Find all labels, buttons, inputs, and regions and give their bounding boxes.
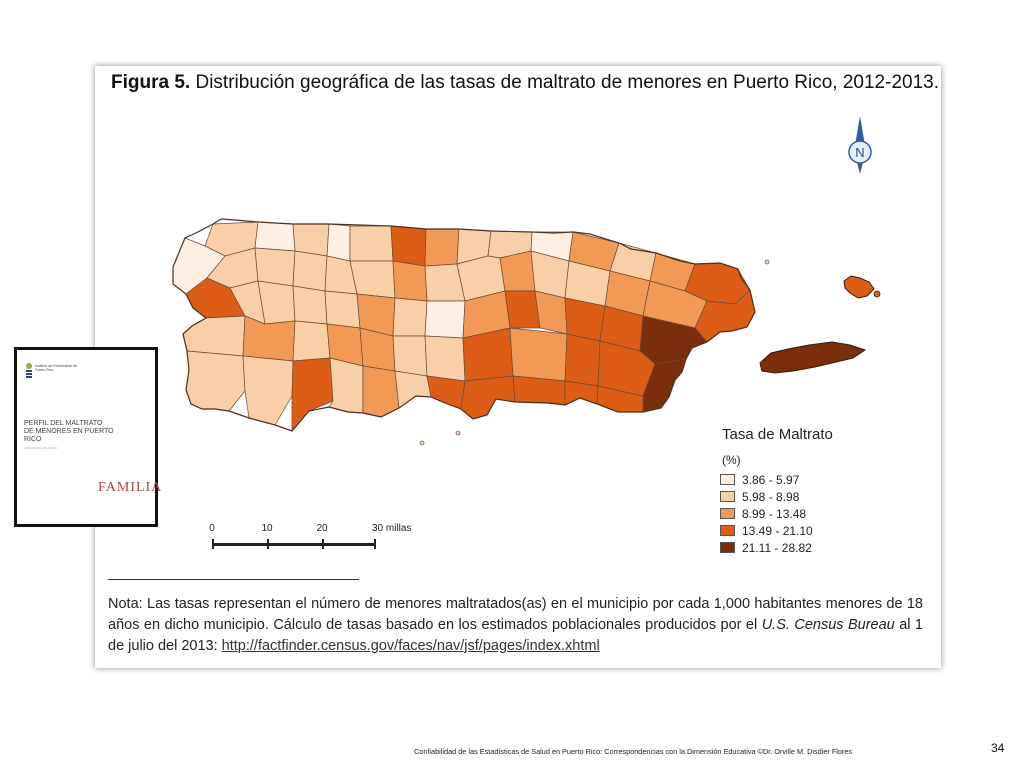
legend-item: 5.98 - 8.98 (720, 488, 920, 505)
figure-title-text: Distribución geográfica de las tasas de … (190, 72, 939, 93)
municipality-region (254, 221, 296, 252)
legend-swatch (720, 542, 735, 553)
scale-tick (267, 539, 269, 549)
legend-swatch (720, 491, 735, 502)
municipality-regions (172, 221, 756, 432)
municipality-region (254, 247, 296, 287)
figure-title: Figura 5. Distribución geográfica de las… (111, 72, 939, 94)
legend-unit: (%) (722, 453, 741, 467)
municipality-region (424, 228, 460, 267)
municipality-region (292, 320, 331, 362)
municipality-region (292, 250, 328, 292)
municipality-region (424, 335, 466, 382)
legend-label: 3.86 - 5.97 (742, 472, 800, 487)
municipality-region (564, 333, 601, 387)
scale-line (212, 543, 375, 546)
municipality-region (392, 297, 428, 337)
legend-item: 13.49 - 21.10 (720, 522, 920, 539)
legend-swatch (720, 508, 735, 519)
municipality-region (349, 225, 394, 262)
map-legend: Tasa de Maltrato (%) 3.86 - 5.97 5.98 - … (720, 426, 920, 556)
scale-label-0: 0 (209, 523, 215, 534)
municipality-region (392, 260, 428, 302)
municipality-region (292, 285, 328, 325)
figure-panel: Figura 5. Distribución geográfica de las… (95, 66, 941, 668)
puerto-rico-map: N (172, 116, 881, 446)
note-italic: U.S. Census Bureau (761, 617, 895, 633)
municipality-region (328, 357, 364, 414)
municipality-region (390, 225, 427, 267)
legend-label: 13.49 - 21.10 (742, 523, 813, 538)
scale-tick (212, 539, 214, 549)
islet (455, 430, 461, 436)
legend-title: Tasa de Maltrato (722, 426, 833, 443)
island-outline (172, 218, 756, 432)
legend-item: 3.86 - 5.97 (720, 471, 920, 488)
islet (764, 259, 770, 265)
legend-label: 5.98 - 8.98 (742, 489, 800, 504)
municipality-region (512, 375, 566, 406)
scale-bar: 0 10 20 30 millas (207, 523, 411, 553)
figure-label: Figura 5. (111, 72, 191, 93)
institute-logo-icon (26, 363, 32, 378)
municipality-region (499, 250, 536, 292)
municipality-region (349, 260, 396, 299)
municipality-region (504, 290, 541, 329)
municipality-region (291, 357, 334, 432)
scale-tick (374, 539, 376, 549)
legend-label: 21.11 - 28.82 (742, 540, 812, 555)
census-link[interactable]: http://factfinder.census.gov/faces/nav/j… (221, 638, 600, 654)
cover-brand-logo: FAMILIA (98, 480, 163, 495)
scale-label-30: 30 millas (372, 523, 412, 534)
legend-swatch (720, 474, 735, 485)
municipality-region (509, 327, 568, 382)
note-text: Nota: Las tasas representan el número de… (108, 596, 923, 633)
footer-text: Confiabilidad de las Estadísticas de Sal… (414, 747, 853, 756)
municipality-region (534, 290, 568, 335)
legend-swatch (720, 525, 735, 536)
municipality-region (185, 350, 246, 412)
report-cover-thumbnail: Instituto de Estadísticas de Puerto Rico… (14, 347, 161, 527)
scale-label-20: 20 (316, 523, 328, 534)
municipality-region (242, 355, 294, 426)
scale-tick (322, 539, 324, 549)
vieques-island (759, 341, 867, 374)
municipality-region (394, 370, 432, 409)
note-text-end: al 1 de julio del 2013: (108, 617, 923, 654)
cover-logo-text: Instituto de Estadísticas de Puerto Rico (35, 364, 77, 372)
page-number: 34 (991, 741, 1005, 755)
municipality-region (362, 365, 400, 418)
legend-item: 21.11 - 28.82 (720, 539, 920, 556)
municipality-region (426, 375, 466, 410)
municipality-region (392, 335, 428, 377)
legend-item: 8.99 - 13.48 (720, 505, 920, 522)
legend-label: 8.99 - 13.48 (742, 506, 807, 521)
cover-subtitle: AÑO FISCAL 2012-2013 (24, 446, 57, 450)
islet (419, 440, 425, 446)
culebra-island (843, 275, 875, 299)
north-label: N (855, 145, 864, 160)
figure-note: Nota: Las tasas representan el número de… (108, 594, 923, 657)
cover-title: PERFIL DEL MALTRATO DE MENORES EN PUERTO… (24, 420, 114, 443)
municipality-region (424, 300, 466, 339)
municipality-region (324, 290, 361, 329)
municipality-region (182, 315, 246, 357)
separator-line (108, 579, 359, 580)
small-cay (873, 290, 881, 298)
scale-label-10: 10 (261, 523, 273, 534)
municipality-region (326, 223, 351, 262)
north-arrow-icon: N (848, 116, 872, 174)
